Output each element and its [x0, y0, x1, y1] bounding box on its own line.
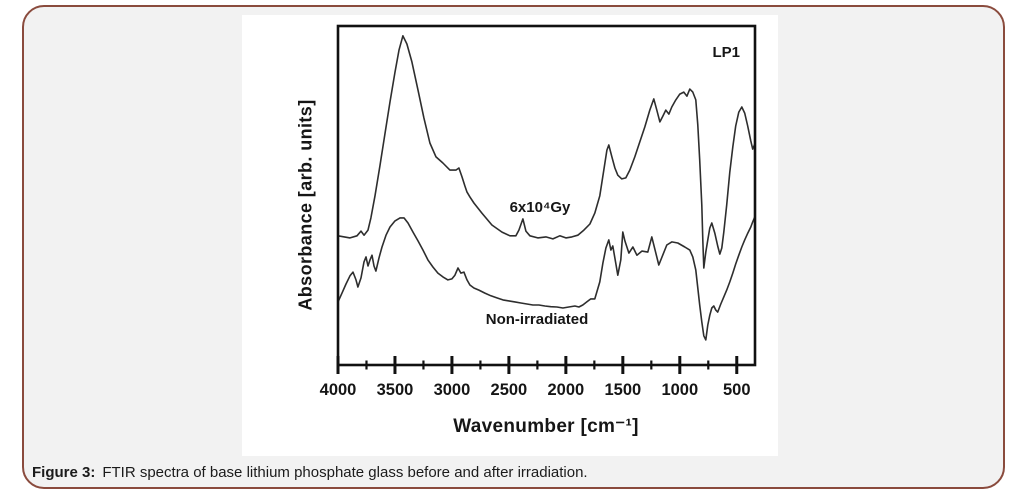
- y-axis-title: Absorbance [arb. units]: [295, 99, 316, 311]
- ftir-chart: 4000 3500 3000 2500 2000 1500 1000 500 Absorban…: [242, 15, 778, 456]
- figure-caption: Figure 3: FTIR spectra of base lithium ph…: [32, 464, 588, 481]
- curve-label-irradiated: 6x10⁴Gy: [509, 199, 571, 216]
- x-tick-label: 3500: [377, 381, 414, 399]
- spectrum-curve-1: [337, 216, 756, 341]
- x-tick-label: 2000: [548, 381, 585, 399]
- x-tick-label: 1500: [604, 381, 641, 399]
- plot-frame: [336, 24, 757, 367]
- figure-caption-text: FTIR spectra of base lithium phosphate g…: [102, 464, 588, 481]
- x-tick-label: 4000: [320, 381, 357, 399]
- x-axis-title: Wavenumber [cm⁻¹]: [453, 416, 639, 437]
- spectra-plot: 4000 3500 3000 2500 2000 1500 1000 500: [320, 24, 757, 399]
- sample-id-annotation: LP1: [712, 44, 740, 61]
- x-tick-label: 3000: [434, 381, 471, 399]
- x-tick-label: 500: [723, 381, 751, 399]
- figure-card: 4000 3500 3000 2500 2000 1500 1000 500 Absorban…: [22, 5, 1005, 489]
- spectrum-curve-0: [337, 34, 756, 269]
- x-tick-label: 1000: [661, 381, 698, 399]
- x-tick-label: 2500: [491, 381, 528, 399]
- curve-label-non-irradiated: Non-irradiated: [485, 311, 589, 328]
- figure-caption-label: Figure 3:: [32, 464, 96, 481]
